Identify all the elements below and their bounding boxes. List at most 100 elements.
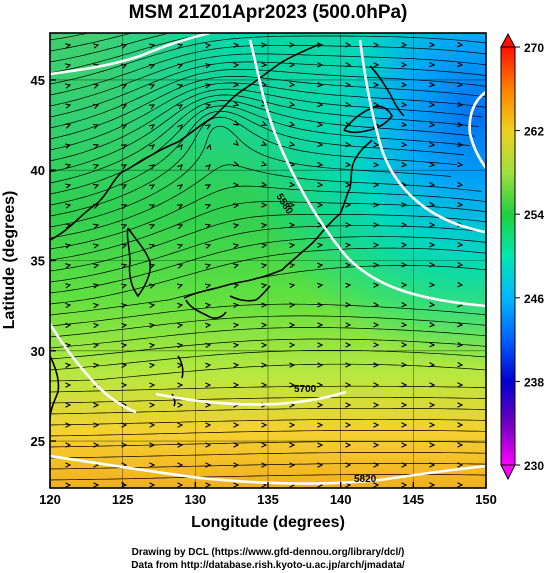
wind-arrowhead <box>205 164 211 170</box>
wind-arrowhead <box>261 62 268 68</box>
wind-arrowhead <box>373 262 380 268</box>
wind-arrowhead <box>457 41 464 48</box>
wind-arrowhead <box>429 422 436 428</box>
streamline <box>50 33 91 41</box>
wind-arrowhead <box>345 242 352 248</box>
wind-arrowhead <box>261 462 268 468</box>
chart-title: MSM 21Z01Apr2023 (500.0hPa) <box>129 2 408 23</box>
wind-arrowhead <box>289 62 296 68</box>
wind-arrowhead <box>429 402 436 408</box>
wind-arrowhead <box>401 462 408 468</box>
x-tick-label: 145 <box>402 492 424 507</box>
wind-arrowhead <box>345 442 352 448</box>
wind-arrowhead <box>232 263 240 269</box>
wind-arrowhead <box>401 222 408 228</box>
wind-arrowhead <box>261 342 268 348</box>
wind-arrowhead <box>233 422 240 428</box>
streamline <box>50 327 486 349</box>
wind-arrowhead <box>317 402 324 408</box>
wind-arrowhead <box>289 342 296 348</box>
wind-arrowhead <box>120 84 128 89</box>
wind-arrowhead <box>401 262 408 268</box>
wind-arrowhead <box>429 282 436 288</box>
wind-arrowhead <box>64 223 72 229</box>
wind-arrowhead <box>149 422 156 428</box>
wind-arrowhead <box>92 283 100 289</box>
wind-arrowhead <box>148 63 156 69</box>
wind-arrowhead <box>233 140 239 146</box>
wind-arrowhead <box>205 482 212 488</box>
wind-arrowhead <box>149 302 156 309</box>
wind-arrowhead <box>149 322 156 329</box>
streamline <box>50 430 486 437</box>
wind-arrowhead <box>120 164 128 170</box>
wind-arrowhead <box>120 63 128 69</box>
wind-arrowhead <box>289 42 296 48</box>
wind-arrowhead <box>205 462 212 468</box>
wind-arrowhead <box>345 62 352 68</box>
contour-label-5700: 5700 <box>294 384 317 395</box>
wind-arrowhead <box>64 103 72 109</box>
wind-arrowhead <box>92 163 100 169</box>
y-tick-label: 30 <box>31 344 45 359</box>
wind-arrowhead <box>429 262 436 268</box>
wind-arrowhead <box>121 382 128 388</box>
streamline <box>50 100 475 184</box>
wind-arrowhead <box>204 223 212 229</box>
wind-arrowhead <box>65 442 72 448</box>
wind-arrowhead <box>120 204 128 210</box>
wind-arrowhead <box>345 42 352 48</box>
wind-arrowhead <box>317 382 324 388</box>
wind-arrowhead <box>457 201 464 208</box>
streamline <box>50 338 486 360</box>
wind-arrowhead <box>401 282 408 288</box>
wind-arrowhead <box>121 43 128 49</box>
wind-arrowhead <box>457 382 464 388</box>
wind-arrowhead <box>345 82 352 88</box>
wind-arrowhead <box>457 262 464 268</box>
wind-arrowhead <box>261 161 268 167</box>
wind-arrowhead <box>93 482 100 488</box>
wind-arrowhead <box>289 262 296 269</box>
wind-arrowhead <box>317 362 324 368</box>
wind-arrowhead <box>149 482 156 488</box>
wind-arrowhead <box>457 101 464 108</box>
streamline <box>50 69 486 129</box>
y-tick-label: 40 <box>31 163 45 178</box>
wind-arrowhead <box>429 102 436 108</box>
wind-arrowhead <box>120 144 128 150</box>
wind-arrowhead <box>457 81 464 88</box>
y-tick-label: 35 <box>31 254 45 269</box>
coastline <box>50 43 405 421</box>
wind-arrowhead <box>65 243 72 249</box>
wind-arrowhead <box>64 83 72 89</box>
wind-arrowhead <box>93 442 100 448</box>
wind-arrowhead <box>401 442 408 448</box>
wind-arrowhead <box>457 141 464 148</box>
wind-arrowhead <box>429 482 436 488</box>
wind-arrowhead <box>121 322 128 329</box>
wind-streamlines <box>50 33 486 488</box>
wind-arrowhead <box>289 322 296 328</box>
wind-arrowhead <box>93 402 100 408</box>
wind-arrowhead <box>92 43 100 49</box>
wind-arrowhead <box>65 402 72 408</box>
wind-arrowhead <box>177 144 183 151</box>
colorbar-tick-label: 254 <box>524 208 544 222</box>
wind-arrowhead <box>289 422 296 428</box>
wind-arrowhead <box>261 422 268 428</box>
wind-arrowhead <box>120 184 128 190</box>
wind-arrowhead <box>373 482 380 488</box>
streamline <box>50 125 451 228</box>
wind-arrowhead <box>260 140 268 146</box>
wind-arrowhead <box>457 322 464 328</box>
wind-arrowhead <box>457 462 464 468</box>
wind-arrowhead <box>261 322 268 328</box>
wind-arrowhead <box>373 242 380 248</box>
x-tick-label: 150 <box>475 492 497 507</box>
colorbar-tick-label: 238 <box>524 375 544 389</box>
wind-arrowhead <box>373 162 380 168</box>
wind-arrowhead <box>457 482 464 488</box>
wind-arrowhead <box>177 302 184 309</box>
wind-arrowhead <box>121 302 128 309</box>
